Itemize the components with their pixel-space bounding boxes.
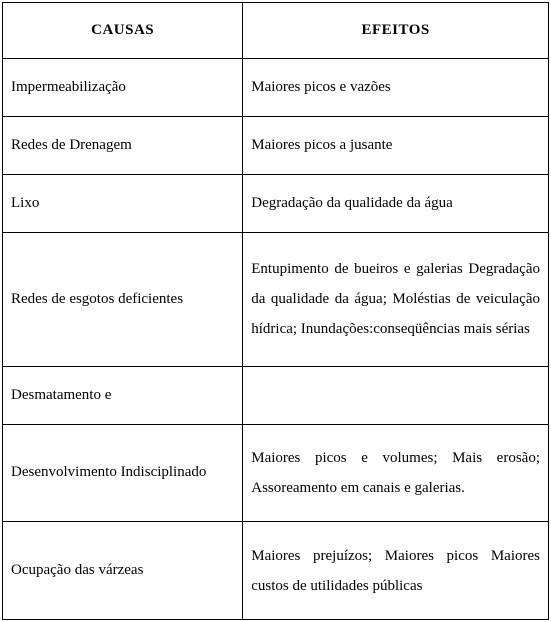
table-row: Lixo Degradação da qualidade da água [3,174,549,232]
efeito-cell: Entupimento de bueiros e galerias Degrad… [243,232,549,366]
table-header-row: CAUSAS EFEITOS [3,3,549,59]
table-row: Redes de esgotos deficientes Entupimento… [3,232,549,366]
efeito-cell: Maiores prejuízos; Maiores picos Maiores… [243,522,549,620]
table-row: Redes de Drenagem Maiores picos a jusant… [3,116,549,174]
causa-cell: Redes de Drenagem [3,116,243,174]
table-row: Impermeabilização Maiores picos e vazões [3,59,549,117]
efeito-cell: Maiores picos e volumes; Mais erosão; As… [243,424,549,522]
causa-cell: Redes de esgotos deficientes [3,232,243,366]
table-row: Desmatamento e [3,366,549,424]
table-row: Ocupação das várzeas Maiores prejuízos; … [3,522,549,620]
header-efeitos: EFEITOS [243,3,549,59]
causa-cell: Desenvolvimento Indisciplinado [3,424,243,522]
efeito-cell: Maiores picos a jusante [243,116,549,174]
efeito-cell [243,366,549,424]
causa-cell: Desmatamento e [3,366,243,424]
efeito-cell: Degradação da qualidade da água [243,174,549,232]
causes-effects-table: CAUSAS EFEITOS Impermeabilização Maiores… [2,2,549,620]
causa-cell: Lixo [3,174,243,232]
causa-cell: Impermeabilização [3,59,243,117]
table-row: Desenvolvimento Indisciplinado Maiores p… [3,424,549,522]
header-causas: CAUSAS [3,3,243,59]
causa-cell: Ocupação das várzeas [3,522,243,620]
efeito-cell: Maiores picos e vazões [243,59,549,117]
